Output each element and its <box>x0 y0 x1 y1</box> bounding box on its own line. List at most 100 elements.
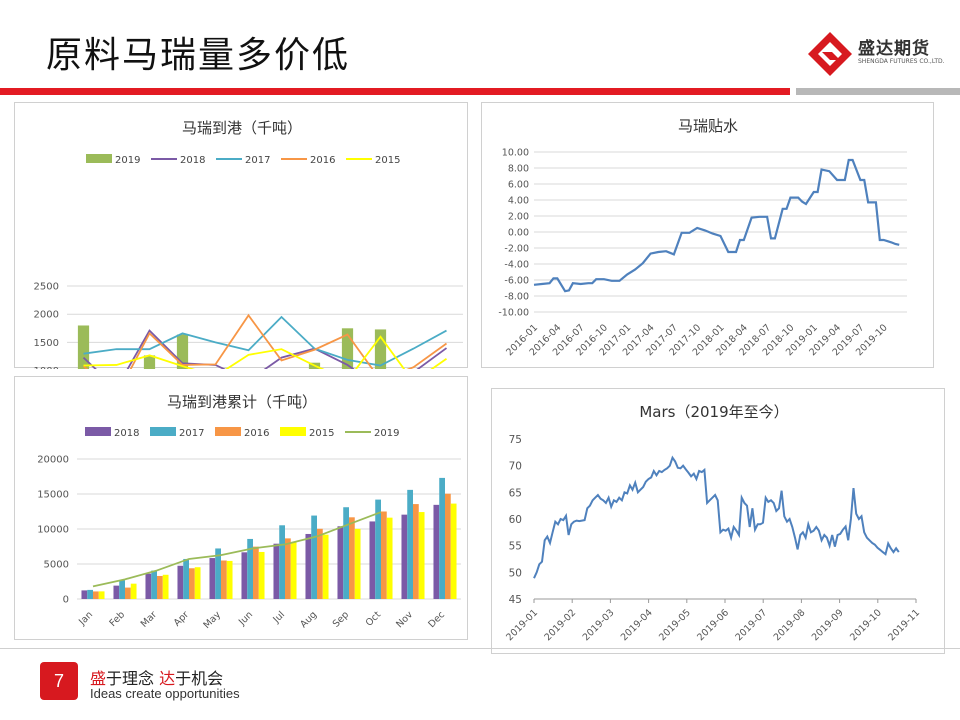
x-tick-label: 2019-07 <box>733 607 769 643</box>
footer-divider <box>0 648 960 649</box>
bar-2015 <box>130 583 137 599</box>
bar-2018 <box>177 565 184 599</box>
slogan-english: Ideas create opportunities <box>90 686 240 701</box>
bar-2015 <box>162 574 169 599</box>
bar-2016 <box>413 504 419 599</box>
y-tick-label: 2000 <box>34 310 59 321</box>
bar-2015 <box>258 551 265 599</box>
bar-2019 <box>176 334 189 369</box>
bar-2018 <box>433 504 440 599</box>
x-tick-label: Apr <box>172 609 191 628</box>
page-title: 原料马瑞量多价低 <box>46 35 351 76</box>
bar-2017 <box>343 507 349 599</box>
legend-label: 2019 <box>115 155 140 166</box>
y-tick-label: 70 <box>509 461 522 473</box>
x-tick-label: Jun <box>236 609 255 628</box>
bar-2018 <box>241 552 248 599</box>
bar-2018 <box>305 533 312 599</box>
x-tick-label: Nov <box>394 609 415 630</box>
x-tick-label: 2019-06 <box>695 607 731 643</box>
bar-2018 <box>337 526 344 599</box>
y-tick-label: 4.00 <box>508 196 529 207</box>
legend-swatch-2016 <box>215 427 241 436</box>
y-tick-label: -4.00 <box>504 260 529 271</box>
y-tick-label: 10.00 <box>502 148 529 159</box>
legend-swatch-2015 <box>280 427 306 436</box>
chart-title: Mars（2019年至今） <box>639 403 788 421</box>
bar-2015 <box>98 591 105 599</box>
x-tick-label: May <box>201 609 223 631</box>
bar-2016 <box>157 575 163 599</box>
bar-2015 <box>418 512 425 599</box>
y-tick-label: 8.00 <box>508 164 529 175</box>
bar-2017 <box>215 548 221 599</box>
y-tick-label: 5000 <box>44 560 69 571</box>
x-tick-label: 2019-04 <box>619 607 655 643</box>
bar-2016 <box>253 546 259 599</box>
x-tick-label: Oct <box>364 609 384 629</box>
header-gray-rule <box>796 88 960 95</box>
y-tick-label: 65 <box>509 487 522 499</box>
x-tick-label: 2019-09 <box>810 607 846 643</box>
x-tick-label: Sep <box>331 609 351 629</box>
legend-label: 2017 <box>245 155 270 166</box>
y-tick-label: 60 <box>509 514 522 526</box>
bar-2017 <box>439 477 445 599</box>
y-tick-label: 6.00 <box>508 180 529 191</box>
line-series-2018 <box>82 329 448 369</box>
bar-2015 <box>290 542 297 599</box>
y-tick-label: -10.00 <box>498 308 529 319</box>
bar-2019 <box>374 329 387 369</box>
y-tick-label: 0 <box>63 595 69 606</box>
y-tick-label: 2500 <box>34 282 59 293</box>
bar-2015 <box>322 534 329 599</box>
bar-2016 <box>317 528 323 599</box>
line-series-mars <box>533 455 900 579</box>
bar-2018 <box>401 514 408 599</box>
bar-2017 <box>247 538 253 599</box>
bar-2018 <box>81 590 88 599</box>
y-tick-label: 1500 <box>34 338 59 349</box>
legend-swatch-2017 <box>150 427 176 436</box>
bar-2015 <box>194 567 201 599</box>
bar-2019 <box>341 328 354 369</box>
y-tick-label: 75 <box>509 434 522 446</box>
chart-arrivals: 马瑞到港（千吨）05001000150020002500JanFebMarApr… <box>34 119 463 369</box>
bar-2016 <box>221 560 227 599</box>
chart-mars-panel: Mars（2019年至今） 45 50 55 60 65 70 75 2019-01 2019-0… <box>491 388 945 654</box>
y-tick-label: 1000 <box>34 366 59 369</box>
y-tick-label: 20000 <box>37 455 69 466</box>
x-tick-label: 2019-11 <box>886 607 922 643</box>
bar-2016 <box>445 493 451 599</box>
y-tick-label: 55 <box>509 541 522 553</box>
y-tick-label: -2.00 <box>504 244 529 255</box>
chart-discount-panel: 马瑞贴水 10.00 8.00 6.00 4.00 2.00 0.00 -2.00 -4.00 -… <box>481 102 934 368</box>
y-tick-label: -8.00 <box>504 292 529 303</box>
chart-cumulative: 马瑞到港累计（千吨） 0 5000 10000 15000 20000 Jan Feb Mar A… <box>37 393 461 631</box>
bar-2015 <box>450 503 457 599</box>
bar-2017 <box>311 515 317 599</box>
bar-2017 <box>375 499 381 599</box>
bar-2016 <box>125 587 131 599</box>
line-series-2016 <box>82 313 448 369</box>
slogan-part-1: 盛 <box>90 669 107 688</box>
legend-label: 2018 <box>114 428 139 439</box>
x-tick-label: 2019-05 <box>657 607 693 643</box>
logo-subtext: SHENGDA FUTURES CO.,LTD. <box>858 58 945 65</box>
bar-2016 <box>189 568 195 599</box>
bar-2016 <box>349 517 355 599</box>
bar-2017 <box>407 489 413 599</box>
x-tick-label: 2019-08 <box>772 607 808 643</box>
x-tick-label: 2019-01 <box>504 607 540 643</box>
chart-discount: 马瑞贴水 10.00 8.00 6.00 4.00 2.00 0.00 -2.00 -4.00 -… <box>498 117 907 358</box>
slogan-part-2: 于理念 <box>106 669 160 688</box>
x-tick-label: Aug <box>298 609 319 630</box>
legend-label: 2015 <box>309 428 334 439</box>
slogan-part-4: 于机会 <box>175 669 224 688</box>
y-tick-label: -6.00 <box>504 276 529 287</box>
legend-label: 2019 <box>374 428 399 439</box>
x-tick-label: 2019-02 <box>542 607 578 643</box>
bar-2019 <box>77 325 90 369</box>
chart-title: 马瑞到港（千吨） <box>182 119 302 137</box>
